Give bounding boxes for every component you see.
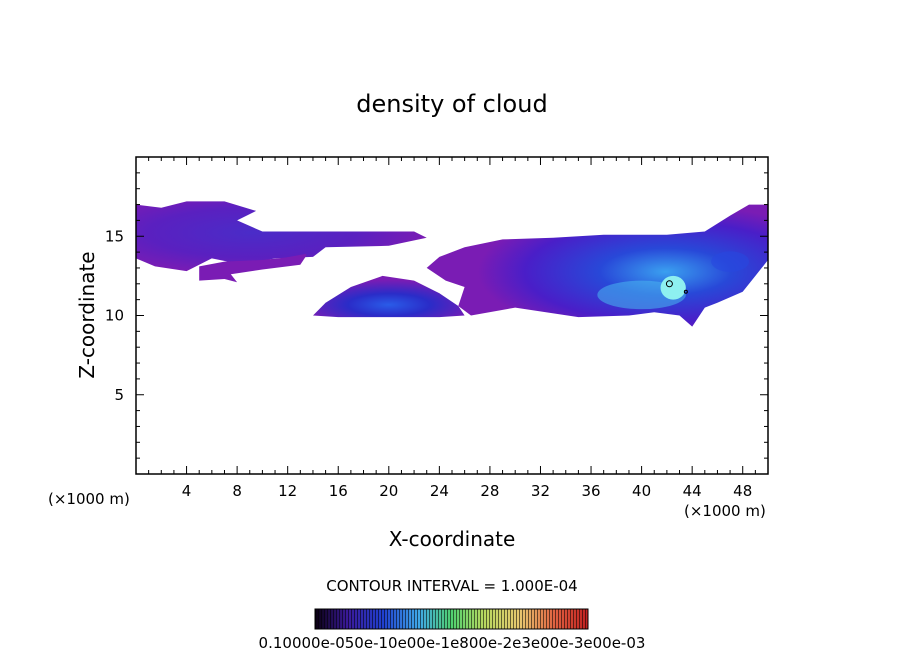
x-tick-label: 8 bbox=[232, 482, 242, 500]
x-tick-label: 44 bbox=[683, 482, 702, 500]
y-tick-label: 5 bbox=[114, 386, 124, 404]
cloud-left-blob bbox=[281, 253, 307, 265]
x-unit-left: (×1000 m) bbox=[48, 490, 130, 508]
y-tick-label: 10 bbox=[105, 307, 124, 325]
chart-title: density of cloud bbox=[356, 90, 547, 118]
x-tick-label: 20 bbox=[379, 482, 398, 500]
y-tick-label: 15 bbox=[105, 227, 124, 245]
cloud-core bbox=[660, 275, 686, 300]
cloud-left-lower-strip bbox=[199, 255, 307, 283]
colorbar-labels: 0.10000e-050e-10e00e-1e800e-2e3e00e-3e00… bbox=[259, 634, 646, 652]
x-tick-label: 40 bbox=[632, 482, 651, 500]
contour-interval: CONTOUR INTERVAL = 1.000E-04 bbox=[326, 577, 577, 595]
colorbar-frame bbox=[314, 608, 589, 630]
colorbar-stripes bbox=[315, 609, 588, 629]
x-tick-label: 36 bbox=[581, 482, 600, 500]
cloud-upper-left bbox=[136, 201, 427, 272]
x-tick-label: 16 bbox=[329, 482, 348, 500]
cloud-upper-right-blob bbox=[711, 251, 750, 272]
x-tick-label: 12 bbox=[278, 482, 297, 500]
x-tick-label: 32 bbox=[531, 482, 550, 500]
colorbar bbox=[314, 608, 589, 630]
y-axis-label: Z-coordinate bbox=[75, 251, 99, 378]
contour-line-small bbox=[683, 289, 688, 294]
x-axis-label: X-coordinate bbox=[389, 527, 516, 551]
x-tick-label: 24 bbox=[430, 482, 449, 500]
x-tick-label: 28 bbox=[480, 482, 499, 500]
plot-area bbox=[136, 201, 768, 327]
x-tick-label: 4 bbox=[182, 482, 192, 500]
x-unit-right: (×1000 m) bbox=[684, 502, 766, 520]
cloud-arc bbox=[313, 275, 465, 318]
contour-line-core bbox=[665, 280, 673, 288]
x-tick-label: 48 bbox=[733, 482, 752, 500]
